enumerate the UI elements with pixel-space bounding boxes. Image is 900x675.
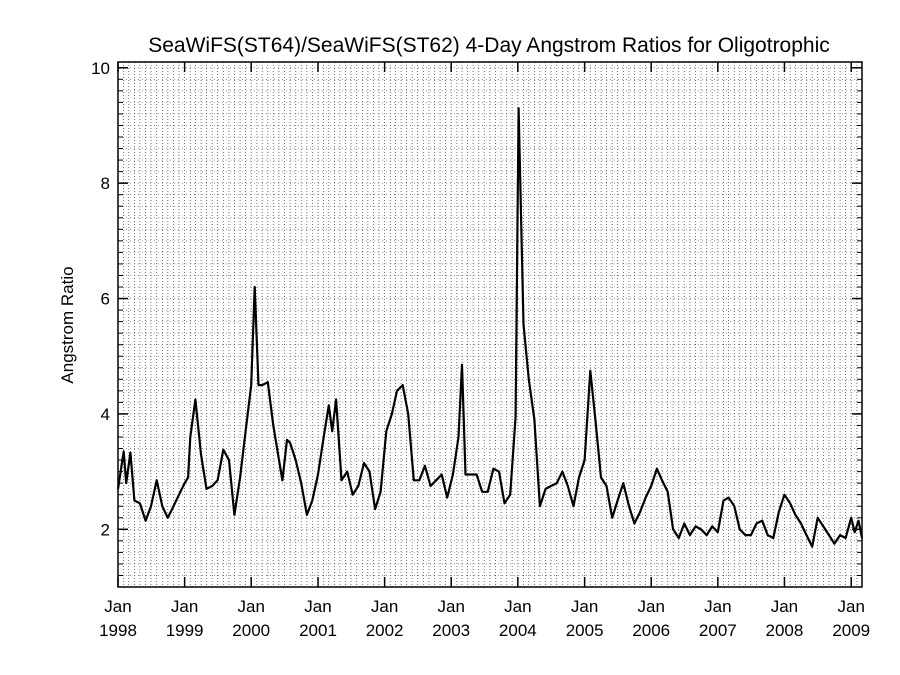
chart-title: SeaWiFS(ST64)/SeaWiFS(ST62) 4-Day Angstr… <box>148 34 830 57</box>
y-tick-label: 6 <box>101 290 110 309</box>
y-tick-label: 4 <box>101 405 110 424</box>
y-tick-label: 8 <box>101 174 110 193</box>
x-tick-label-month: Jan <box>238 597 265 616</box>
x-tick-label-month: Jan <box>304 597 331 616</box>
x-tick-label-year: 2007 <box>699 621 737 640</box>
x-tick-label-year: 1999 <box>166 621 204 640</box>
x-tick-label-month: Jan <box>771 597 798 616</box>
x-tick-label-month: Jan <box>838 597 865 616</box>
y-ticks: 2 4 6 8 10 <box>91 59 862 576</box>
x-tick-label-month: Jan <box>371 597 398 616</box>
y-axis-label: Angstrom Ratio <box>58 266 77 383</box>
x-tick-label-month: Jan <box>704 597 731 616</box>
x-tick-label-year: 2004 <box>499 621 537 640</box>
x-tick-label-month: Jan <box>171 597 198 616</box>
x-tick-label-year: 2003 <box>432 621 470 640</box>
x-tick-label-month: Jan <box>104 597 131 616</box>
x-tick-label-year: 2006 <box>632 621 670 640</box>
x-tick-label-month: Jan <box>571 597 598 616</box>
x-tick-label-year: 2008 <box>766 621 804 640</box>
y-tick-label: 2 <box>101 520 110 539</box>
x-tick-label-year: 2001 <box>299 621 337 640</box>
x-ticks: Jan 1998 Jan 1999 Jan 2000 Jan 2001 Jan 2002 Jan 20… <box>99 62 870 640</box>
plot-frame <box>117 61 863 588</box>
x-tick-label-year: 2009 <box>832 621 870 640</box>
x-tick-label-month: Jan <box>438 597 465 616</box>
x-tick-label-month: Jan <box>504 597 531 616</box>
series-line <box>116 107 864 548</box>
y-tick-label: 10 <box>91 59 110 78</box>
x-tick-label-year: 1998 <box>99 621 137 640</box>
x-tick-label-year: 2000 <box>232 621 270 640</box>
grid <box>117 62 863 587</box>
x-tick-label-month: Jan <box>638 597 665 616</box>
x-tick-label-year: 2005 <box>566 621 604 640</box>
x-tick-label-year: 2002 <box>366 621 404 640</box>
